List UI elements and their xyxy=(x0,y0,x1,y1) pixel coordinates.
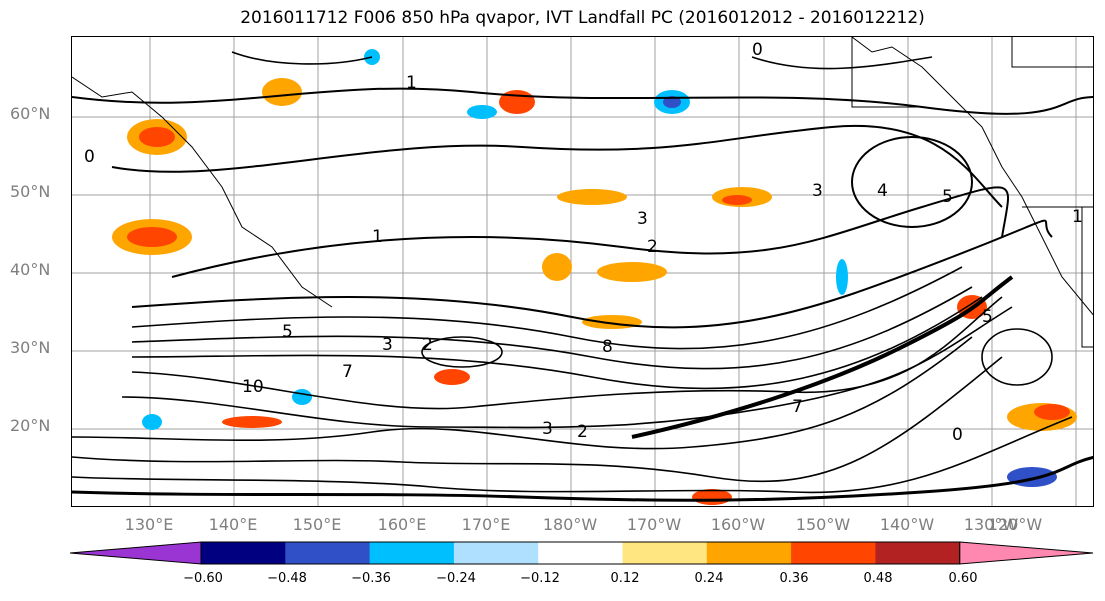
contour-label: 1 xyxy=(372,227,383,247)
lat-label: 60°N xyxy=(10,104,51,123)
contour-label: 2 xyxy=(577,422,588,442)
colorbar xyxy=(70,541,1094,565)
lon-label: 170°E xyxy=(461,515,511,534)
contour-label: 0 xyxy=(752,40,763,60)
contour-label: 8 xyxy=(602,337,613,357)
contour-label: 1 xyxy=(1072,207,1083,227)
colorbar-tick-label: 0.60 xyxy=(948,571,978,586)
contour-label: 5 xyxy=(282,322,293,342)
lon-label: 170°W xyxy=(626,515,682,534)
colorbar-tick-label: 0.24 xyxy=(694,571,724,586)
contour-label: 2 xyxy=(647,237,658,257)
coastlines xyxy=(72,37,1093,348)
lon-label: 130°E xyxy=(124,515,174,534)
contour-label: 4 xyxy=(877,181,888,201)
colorbar-segment xyxy=(706,542,792,564)
lon-label: 140°W xyxy=(879,515,935,534)
colorbar-tick-label: 0.36 xyxy=(779,571,809,586)
colorbar-tick-label: −0.60 xyxy=(183,571,223,586)
contour-label: 0 xyxy=(952,425,963,445)
map-graphic xyxy=(72,37,1093,506)
contour-label: 3 xyxy=(812,181,823,201)
colorbar-tick-label: −0.24 xyxy=(436,571,476,586)
figure-title: 2016011712 F006 850 hPa qvapor, IVT Land… xyxy=(240,8,925,28)
colorbar-segment xyxy=(285,542,371,564)
colorbar-outline xyxy=(200,541,961,565)
ivt-contours xyxy=(72,51,1093,502)
lon-label: 180°W xyxy=(542,515,598,534)
colorbar-segment xyxy=(453,542,539,564)
colorbar-segment xyxy=(875,542,961,564)
contour-label: 1 xyxy=(406,73,417,93)
contour-label: 0 xyxy=(84,147,95,167)
colorbar-tick-label: −0.36 xyxy=(351,571,391,586)
contour-label: 10 xyxy=(242,377,264,397)
lon-label: 140°E xyxy=(208,515,258,534)
lon-label: 150°E xyxy=(292,515,342,534)
colorbar-segment xyxy=(201,542,286,564)
lon-label: 130°W xyxy=(963,515,1019,534)
contour-label: 3 xyxy=(382,335,393,355)
lat-label: 30°N xyxy=(10,338,51,357)
colorbar-segment xyxy=(622,542,708,564)
lon-label: 150°W xyxy=(795,515,851,534)
graticule xyxy=(72,37,1093,506)
colorbar-segment xyxy=(369,542,455,564)
lat-label: 20°N xyxy=(10,416,51,435)
colorbar-segment xyxy=(70,541,202,565)
colorbar-segment xyxy=(959,541,1094,565)
colorbar-tick-label: 0.12 xyxy=(610,571,640,586)
lon-label: 120°W xyxy=(987,515,1043,534)
contour-label: 5 xyxy=(982,307,993,327)
colorbar-segment xyxy=(538,542,623,564)
colorbar-tick-label: −0.48 xyxy=(267,571,307,586)
map-panel: 0 1 1 2 3 3 4 5 5 7 10 0 2 3 5 7 8 3 0 1… xyxy=(71,36,1094,507)
contour-label: 3 xyxy=(542,419,553,439)
lat-label: 50°N xyxy=(10,182,51,201)
contour-label: 7 xyxy=(342,362,353,382)
lat-label: 40°N xyxy=(10,260,51,279)
contour-label: 2 xyxy=(422,335,433,355)
lon-label: 160°W xyxy=(710,515,766,534)
contour-label: 5 xyxy=(942,187,953,207)
contour-label: 7 xyxy=(792,397,803,417)
colorbar-tick-label: 0.48 xyxy=(863,571,893,586)
colorbar-segment xyxy=(791,542,876,564)
contour-label: 3 xyxy=(637,209,648,229)
lon-label: 160°E xyxy=(377,515,427,534)
colorbar-tick-label: −0.12 xyxy=(520,571,560,586)
